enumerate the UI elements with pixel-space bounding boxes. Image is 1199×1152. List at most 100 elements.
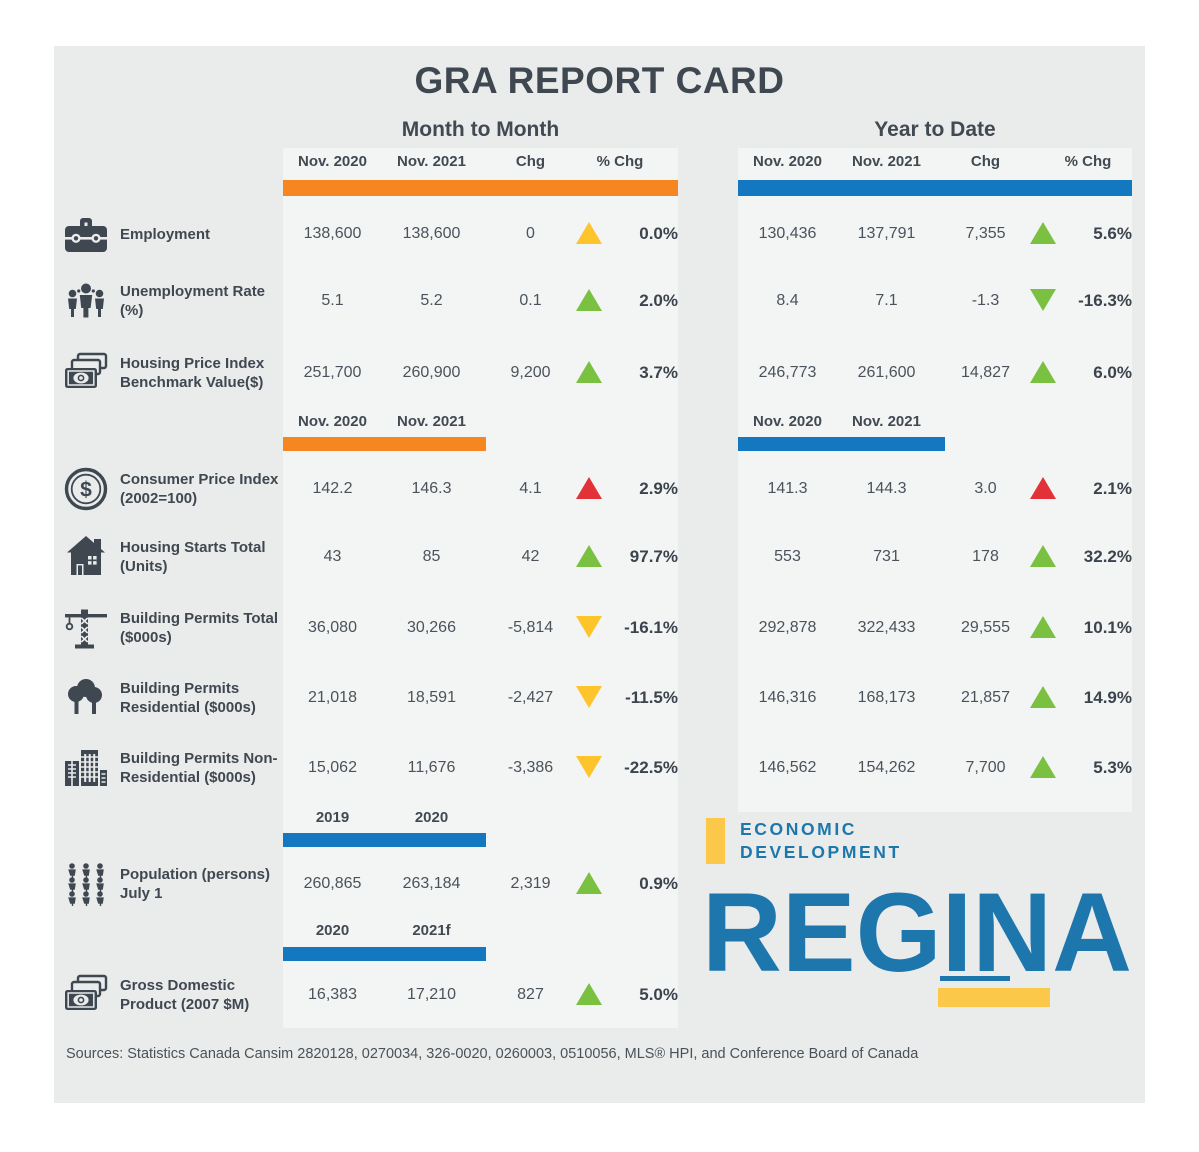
mtm-accent-bar xyxy=(283,437,486,451)
table-row: $ Consumer Price Index (2002=100) 142.2 … xyxy=(54,459,1145,519)
sub-column-header: 2019 xyxy=(315,809,350,826)
mtm-pct-chg: 2.0% xyxy=(639,291,678,310)
population-accent-bar xyxy=(283,833,486,847)
table-row: Housing Price Index Benchmark Value($) 2… xyxy=(54,343,1145,403)
sub-column-header: 2020 xyxy=(414,809,449,826)
ytd-chg: 7,355 xyxy=(965,225,1006,242)
ytd-accent-bar xyxy=(738,437,945,451)
logo-blue-underline xyxy=(940,976,1010,981)
ytd-chg: 14,827 xyxy=(961,364,1010,381)
mtm-pct-chg: -11.5% xyxy=(625,688,678,707)
mtm-pct-chg: 0.9% xyxy=(639,874,678,893)
trend-icon xyxy=(576,477,602,499)
trend-icon xyxy=(576,686,602,708)
report-card: GRA REPORT CARD Month to Month Year to D… xyxy=(54,46,1145,1103)
ytd-accent-bar xyxy=(738,180,1132,196)
left-column-strip xyxy=(283,148,678,1028)
mtm-value-2: 260,900 xyxy=(402,364,461,381)
house-icon xyxy=(60,535,112,579)
mtm-pct-chg: 97.7% xyxy=(629,547,678,566)
ytd-value-1: 141.3 xyxy=(767,480,808,497)
mtm-chg: 0 xyxy=(526,225,535,242)
column-header: Nov. 2020 xyxy=(298,153,367,170)
ytd-pct-chg: 6.0% xyxy=(1093,363,1132,382)
trend-icon xyxy=(576,983,602,1005)
ytd-chg: 3.0 xyxy=(974,480,997,497)
section-title-year-to-date: Year to Date xyxy=(874,118,996,141)
column-header: Chg xyxy=(515,153,546,170)
ytd-value-2: 7.1 xyxy=(875,292,898,309)
mtm-trend xyxy=(574,222,604,249)
ytd-value-1: 553 xyxy=(774,548,801,565)
ytd-value-2: 168,173 xyxy=(857,689,916,706)
mtm-value-1: 251,700 xyxy=(303,364,362,381)
mtm-accent-bar xyxy=(283,180,678,196)
logo-yellow-bar-vertical xyxy=(706,818,725,864)
ytd-value-1: 8.4 xyxy=(776,292,799,309)
mtm-chg: -2,427 xyxy=(507,689,554,706)
row-label: Building Permits Total ($000s) xyxy=(120,610,279,646)
mtm-value-2: 11,676 xyxy=(407,759,456,776)
column-header: Chg xyxy=(970,153,1001,170)
mtm-trend xyxy=(574,983,604,1010)
row-label: Population (persons) July 1 xyxy=(120,866,270,902)
svg-text:REGINA: REGINA xyxy=(702,876,1132,978)
ytd-trend xyxy=(1028,756,1058,783)
ytd-value-2: 322,433 xyxy=(857,619,916,636)
briefcase-icon xyxy=(60,212,112,256)
mtm-value-1: 43 xyxy=(323,548,342,565)
mtm-chg: 9,200 xyxy=(510,364,551,381)
ytd-value-1: 146,562 xyxy=(758,759,817,776)
mtm-value-2: 263,184 xyxy=(402,875,461,892)
mtm-value-2: 138,600 xyxy=(402,225,461,242)
mtm-pct-chg: -22.5% xyxy=(624,758,678,777)
mtm-pct-chg: 0.0% xyxy=(639,224,678,243)
trend-icon xyxy=(1030,477,1056,499)
right-column-strip xyxy=(738,148,1132,812)
trend-icon xyxy=(576,616,602,638)
ytd-chg: 21,857 xyxy=(961,689,1010,706)
mtm-value-1: 5.1 xyxy=(321,292,344,309)
ytd-pct-chg: 10.1% xyxy=(1083,618,1132,637)
population-grid-icon xyxy=(60,862,112,906)
table-row: Gross Domestic Product (2007 $M) 16,383 … xyxy=(54,965,1145,1025)
crane-icon xyxy=(60,606,112,650)
banknotes-icon xyxy=(60,351,112,395)
column-header: Nov. 2021 xyxy=(397,153,466,170)
ytd-value-2: 261,600 xyxy=(857,364,916,381)
ytd-pct-chg: 5.3% xyxy=(1093,758,1132,777)
dollar-circle-icon: $ xyxy=(60,467,112,511)
trend-icon xyxy=(576,545,602,567)
sub-column-header: Nov. 2021 xyxy=(852,413,921,430)
trend-icon xyxy=(576,756,602,778)
table-row: Employment 138,600 138,600 0 0.0% 130,43… xyxy=(54,204,1145,264)
ytd-trend xyxy=(1028,222,1058,249)
sources-note: Sources: Statistics Canada Cansim 282012… xyxy=(66,1046,919,1062)
ytd-pct-chg: 2.1% xyxy=(1093,479,1132,498)
ytd-value-1: 246,773 xyxy=(758,364,817,381)
mtm-trend xyxy=(574,289,604,316)
ytd-value-2: 144.3 xyxy=(866,480,907,497)
mtm-value-1: 16,383 xyxy=(308,986,357,1003)
mtm-trend xyxy=(574,361,604,388)
people-icon xyxy=(60,279,112,323)
trend-icon xyxy=(1030,361,1056,383)
row-label: Building Permits Non-Residential ($000s) xyxy=(120,750,278,786)
sub-column-header: 2020 xyxy=(315,922,350,939)
table-row: Building Permits Total ($000s) 36,080 30… xyxy=(54,598,1145,658)
logo-tagline: ECONOMIC DEVELOPMENT xyxy=(740,818,902,864)
mtm-chg: 827 xyxy=(517,986,544,1003)
column-header: % Chg xyxy=(1064,153,1112,170)
sub-column-header: 2021f xyxy=(412,922,451,939)
mtm-value-1: 36,080 xyxy=(308,619,357,636)
svg-text:$: $ xyxy=(80,479,92,502)
mtm-value-2: 146.3 xyxy=(411,480,452,497)
trend-icon xyxy=(1030,545,1056,567)
row-label: Employment xyxy=(120,225,211,243)
mtm-value-2: 18,591 xyxy=(407,689,456,706)
sub-column-header: Nov. 2021 xyxy=(397,413,466,430)
mtm-trend xyxy=(574,756,604,783)
row-label: Building Permits Residential ($000s) xyxy=(120,680,256,716)
mtm-value-2: 5.2 xyxy=(420,292,443,309)
ytd-chg: -1.3 xyxy=(971,292,1000,309)
